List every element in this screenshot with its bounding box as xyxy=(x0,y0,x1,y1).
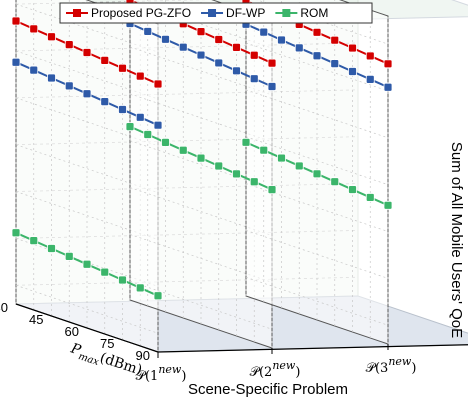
pmax-tick-label: 45 xyxy=(29,312,43,327)
data-point xyxy=(29,24,39,34)
data-point xyxy=(249,177,259,187)
data-point xyxy=(118,275,127,285)
pmax-tick-label: 75 xyxy=(100,336,114,351)
data-point xyxy=(294,161,304,171)
data-point xyxy=(29,65,39,75)
x-tick-label: 𝒫(2new) xyxy=(250,359,301,380)
legend-label-rom: ROM xyxy=(300,6,328,20)
data-point xyxy=(267,82,277,91)
data-point xyxy=(125,122,135,132)
data-point xyxy=(267,58,277,68)
data-point xyxy=(135,71,145,81)
data-point xyxy=(161,34,170,44)
data-point xyxy=(11,16,21,26)
x-tick-label: 𝒫(1new) xyxy=(136,363,187,384)
data-point xyxy=(259,145,269,155)
data-point xyxy=(214,35,224,44)
data-point xyxy=(249,74,259,84)
data-point xyxy=(82,48,92,57)
data-point xyxy=(82,89,92,99)
data-point xyxy=(383,59,393,69)
legend-label-df-wp: DF-WP xyxy=(226,6,265,20)
data-point xyxy=(153,120,163,130)
data-point xyxy=(267,185,277,195)
data-point xyxy=(277,153,286,163)
data-point xyxy=(196,153,206,163)
data-point xyxy=(29,236,39,246)
data-point xyxy=(82,259,92,269)
data-point xyxy=(330,177,340,187)
legend-marker-rom xyxy=(282,9,291,17)
data-point xyxy=(249,50,259,60)
data-point xyxy=(241,137,251,147)
data-point xyxy=(232,42,241,52)
data-point xyxy=(47,244,56,253)
data-point xyxy=(214,58,224,68)
data-point xyxy=(64,81,74,91)
data-point xyxy=(330,35,340,45)
data-point xyxy=(143,27,153,36)
data-point xyxy=(294,43,304,53)
data-point xyxy=(178,42,188,52)
data-point xyxy=(348,185,357,194)
data-point xyxy=(348,43,357,53)
data-point xyxy=(365,193,375,202)
data-point xyxy=(118,105,127,114)
data-point xyxy=(100,97,110,106)
legend-marker-proposed-pg-zfo xyxy=(73,9,81,17)
y-axis-title: Sum of All Mobile Users' QoE xyxy=(448,142,465,338)
data-point xyxy=(161,137,170,147)
data-point xyxy=(64,251,74,261)
data-point xyxy=(100,55,110,65)
data-point xyxy=(118,63,127,73)
data-point xyxy=(135,283,145,293)
data-point xyxy=(196,27,206,37)
data-point xyxy=(383,82,393,92)
legend-label-proposed-pg-zfo: Proposed PG-ZFO xyxy=(91,6,191,20)
data-point xyxy=(11,228,21,238)
data-point xyxy=(214,161,224,171)
data-point xyxy=(64,40,74,50)
chart-series-layer xyxy=(11,0,393,301)
pmax-axis-line xyxy=(15,303,159,353)
data-point xyxy=(153,291,163,301)
data-point xyxy=(365,51,375,61)
pmax-tick-label: 60 xyxy=(65,324,79,339)
data-point xyxy=(196,50,206,60)
data-point xyxy=(178,145,188,155)
data-point xyxy=(312,169,322,179)
data-point xyxy=(312,27,322,37)
data-point xyxy=(47,32,56,42)
data-point xyxy=(11,57,21,67)
pmax-tick-label: 90 xyxy=(136,348,150,363)
chart-legend: Proposed PG-ZFO DF-WP ROM xyxy=(59,2,373,24)
data-point xyxy=(383,200,393,210)
data-point xyxy=(232,169,241,179)
data-point xyxy=(277,35,286,45)
legend-marker-df-wp xyxy=(208,9,217,17)
data-point xyxy=(365,74,375,84)
data-point xyxy=(135,112,145,122)
x-tick-label: 𝒫(3new) xyxy=(366,355,417,376)
data-point xyxy=(153,79,163,89)
data-point xyxy=(47,73,56,83)
data-point xyxy=(330,59,340,68)
data-point xyxy=(143,130,153,139)
data-point xyxy=(312,51,322,61)
x-axis-line xyxy=(157,344,468,353)
pmax-tick-label: 30 xyxy=(0,300,8,315)
x-axis-title: Scene-Specific Problem xyxy=(188,381,348,398)
data-point xyxy=(348,67,357,76)
data-point xyxy=(100,267,110,277)
data-point xyxy=(259,27,269,37)
data-point xyxy=(232,66,241,76)
